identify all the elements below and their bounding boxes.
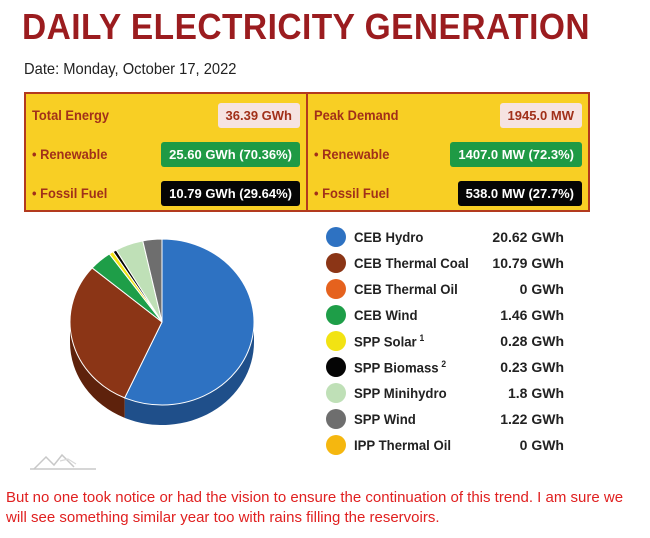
legend-item: SPP Biomass 2 0.23 GWh	[326, 354, 576, 380]
legend-swatch	[326, 435, 346, 455]
legend-swatch	[326, 227, 346, 247]
legend-item: SPP Solar 1 0.28 GWh	[326, 328, 576, 354]
legend-value: 0 GWh	[519, 437, 564, 453]
legend-label: SPP Wind	[354, 411, 416, 427]
mountain-outline-icon	[30, 452, 96, 477]
renewable-energy-value: 25.60 GWh (70.36%)	[161, 141, 300, 167]
summary-box: Total Energy 36.39 GWh • Renewable 25.60…	[24, 92, 590, 212]
peak-demand-row: Peak Demand 1945.0 MW	[308, 100, 588, 130]
legend-item: SPP Wind 1.22 GWh	[326, 406, 576, 432]
legend-label: CEB Hydro	[354, 229, 424, 245]
legend-item: CEB Hydro 20.62 GWh	[326, 224, 576, 250]
report-date: Date: Monday, October 17, 2022	[24, 61, 237, 78]
renewable-energy-label: • Renewable	[32, 146, 108, 162]
pie-slice	[123, 238, 255, 406]
legend-item: CEB Wind 1.46 GWh	[326, 302, 576, 328]
total-energy-label: Total Energy	[32, 107, 110, 123]
legend-value: 1.8 GWh	[507, 385, 564, 401]
legend-value: 0 GWh	[519, 281, 564, 297]
legend-value: 20.62 GWh	[492, 229, 564, 245]
legend-swatch	[326, 383, 346, 403]
renewable-energy-row: • Renewable 25.60 GWh (70.36%)	[26, 139, 306, 169]
legend-label: SPP Biomass 2	[354, 358, 447, 376]
pie-svg	[69, 238, 255, 425]
legend-swatch	[326, 357, 346, 377]
total-energy-value: 36.39 GWh	[217, 102, 300, 128]
legend-item: IPP Thermal Oil 0 GWh	[326, 432, 576, 458]
fossil-energy-row: • Fossil Fuel 10.79 GWh (29.64%)	[26, 178, 306, 208]
legend-item: CEB Thermal Oil 0 GWh	[326, 276, 576, 302]
legend-label: SPP Minihydro	[354, 385, 447, 401]
legend-value: 1.46 GWh	[500, 307, 564, 323]
fossil-energy-label: • Fossil Fuel	[32, 185, 108, 201]
legend-swatch	[326, 305, 346, 325]
legend-item: CEB Thermal Coal 10.79 GWh	[326, 250, 576, 276]
legend-swatch	[326, 409, 346, 429]
pie-slice-side	[124, 322, 254, 425]
legend-label: SPP Solar 1	[354, 332, 425, 350]
legend-label: IPP Thermal Oil	[354, 437, 452, 453]
legend-value: 0.28 GWh	[500, 333, 564, 349]
energy-panel: Total Energy 36.39 GWh • Renewable 25.60…	[26, 94, 306, 210]
peak-demand-label: Peak Demand	[314, 107, 399, 123]
legend-value: 1.22 GWh	[500, 411, 564, 427]
pie-slice	[69, 267, 163, 399]
pie-slice	[142, 238, 163, 323]
renewable-demand-label: • Renewable	[314, 146, 390, 162]
legend-value: 10.79 GWh	[492, 255, 564, 271]
renewable-demand-value: 1407.0 MW (72.3%)	[450, 141, 582, 167]
chart-legend: CEB Hydro 20.62 GWh CEB Thermal Coal 10.79 …	[326, 224, 576, 458]
legend-label: CEB Thermal Coal	[354, 255, 469, 271]
fossil-demand-label: • Fossil Fuel	[314, 185, 390, 201]
pie-slice-side	[70, 322, 125, 418]
caption-text: But no one took notice or had the vision…	[6, 489, 624, 526]
fossil-demand-value: 538.0 MW (27.7%)	[457, 180, 582, 206]
legend-value: 0.23 GWh	[500, 359, 564, 375]
fossil-energy-value: 10.79 GWh (29.64%)	[161, 180, 300, 206]
renewable-demand-row: • Renewable 1407.0 MW (72.3%)	[308, 139, 588, 169]
legend-label: CEB Thermal Oil	[354, 281, 458, 297]
legend-item: SPP Minihydro 1.8 GWh	[326, 380, 576, 406]
legend-footnote-mark: 1	[419, 332, 425, 343]
demand-panel: Peak Demand 1945.0 MW • Renewable 1407.0…	[306, 94, 588, 210]
legend-swatch	[326, 331, 346, 351]
peak-demand-value: 1945.0 MW	[499, 102, 582, 128]
legend-footnote-mark: 2	[441, 358, 447, 369]
generation-pie-chart	[52, 232, 272, 432]
page-title: DAILY ELECTRICITY GENERATION	[22, 6, 590, 47]
legend-label: CEB Wind	[354, 307, 418, 323]
fossil-demand-row: • Fossil Fuel 538.0 MW (27.7%)	[308, 178, 588, 208]
legend-swatch	[326, 279, 346, 299]
total-energy-row: Total Energy 36.39 GWh	[26, 100, 306, 130]
legend-swatch	[326, 253, 346, 273]
